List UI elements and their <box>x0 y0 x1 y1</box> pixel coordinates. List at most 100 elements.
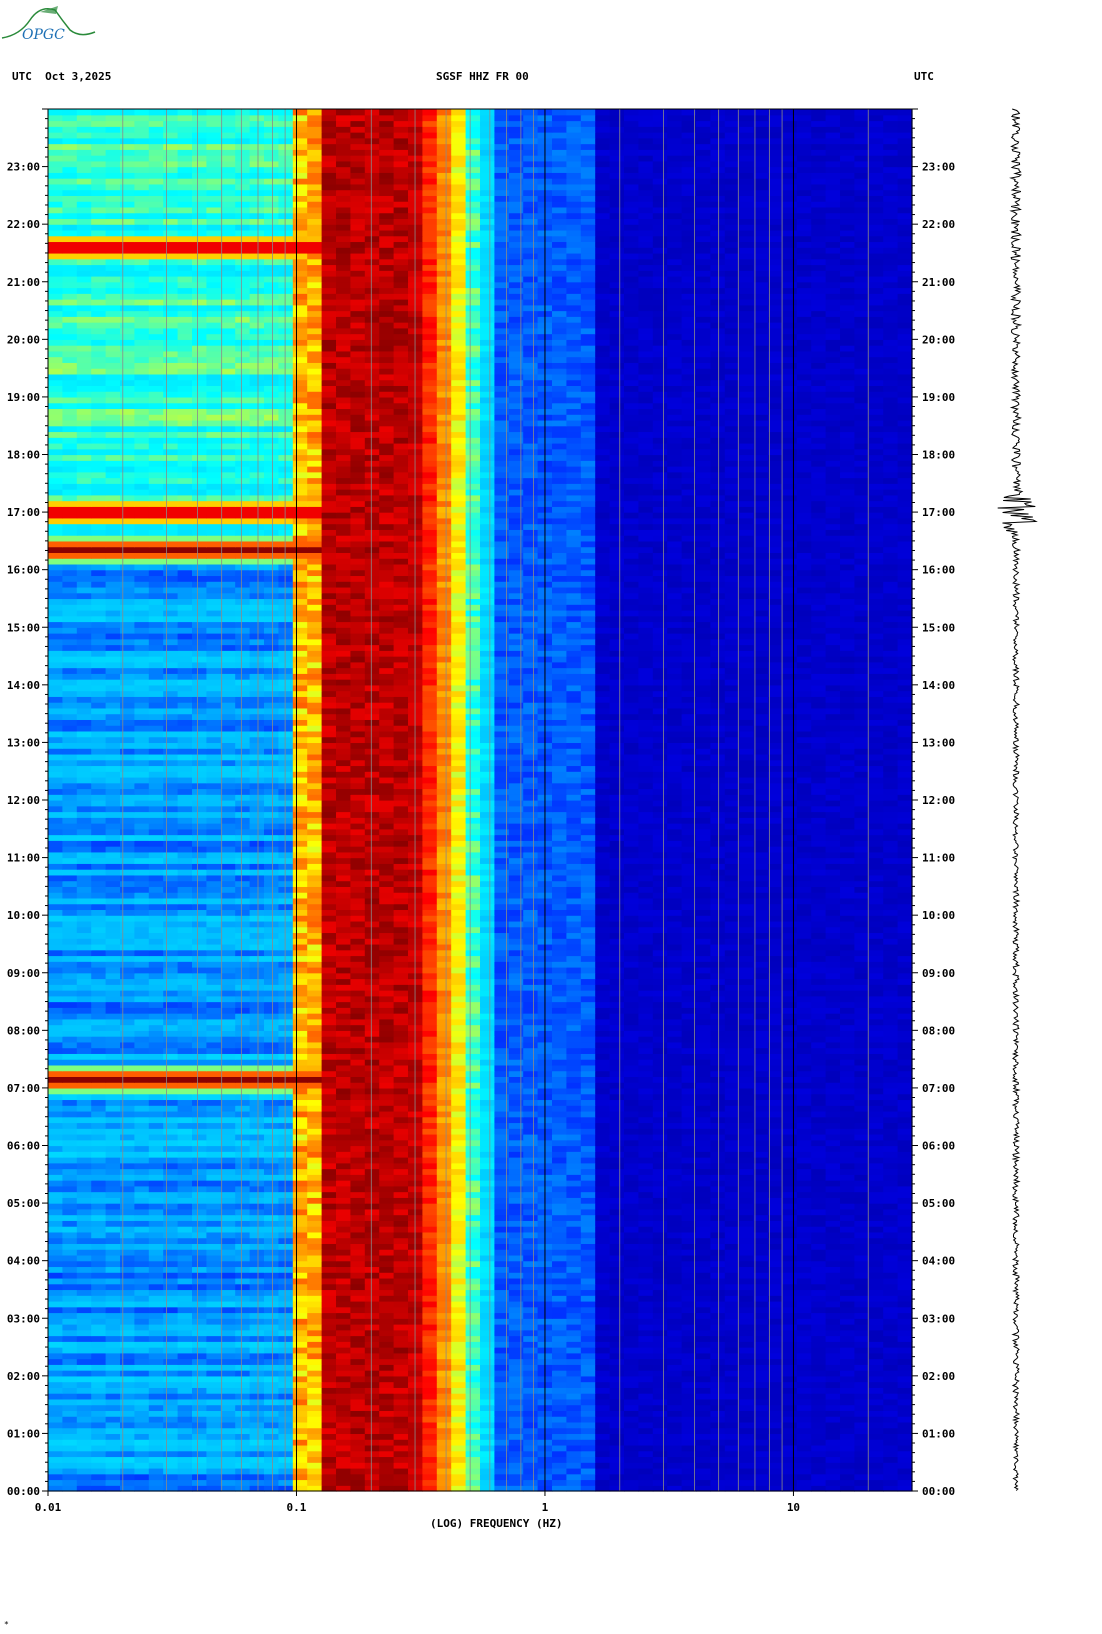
heat-cell <box>667 1237 683 1244</box>
heat-cell <box>422 1485 438 1492</box>
heat-cell <box>811 1070 827 1077</box>
heat-cell <box>148 1318 164 1325</box>
heat-cell <box>681 1231 697 1239</box>
heat-cell <box>393 1070 409 1077</box>
heat-cell <box>105 1358 121 1365</box>
heat-cell <box>753 1018 769 1026</box>
heat-cell <box>105 1064 121 1072</box>
heat-cell <box>811 1393 827 1400</box>
heat-cell <box>652 1030 668 1037</box>
heat-cell <box>163 1237 179 1244</box>
heat-cell <box>724 1053 740 1060</box>
heat-cell <box>465 1093 481 1101</box>
heat-cell <box>552 1191 567 1198</box>
heat-cell <box>350 1197 366 1204</box>
heat-cell <box>321 1266 337 1273</box>
heat-cell <box>264 1347 279 1354</box>
heat-cell <box>580 1151 596 1158</box>
heat-cell <box>120 1375 135 1383</box>
heat-cell <box>753 1427 769 1435</box>
heat-cell <box>580 1277 596 1285</box>
heat-cell <box>76 1254 92 1262</box>
heat-cell <box>235 1139 251 1147</box>
heat-cell <box>235 1335 251 1342</box>
heat-cell <box>192 1266 207 1273</box>
heat-cell <box>523 1387 539 1394</box>
heat-cell <box>249 1277 265 1285</box>
heat-cell <box>278 1364 294 1371</box>
heat-cell <box>336 1289 351 1296</box>
heat-cell <box>249 1013 265 1020</box>
heat-cell <box>379 1439 395 1446</box>
heat-cell <box>134 1364 150 1371</box>
heat-cell <box>624 1450 639 1458</box>
heat-cell <box>307 1133 323 1141</box>
heat-cell <box>364 1427 380 1435</box>
heat-cell <box>249 1231 265 1239</box>
heat-cell <box>278 1041 294 1049</box>
heat-cell <box>192 1243 207 1250</box>
heat-cell <box>638 1030 654 1037</box>
heat-cell <box>796 1485 812 1492</box>
heat-cell <box>681 1306 697 1314</box>
heat-cell <box>177 1370 193 1377</box>
heat-cell <box>177 1087 193 1095</box>
heat-cell <box>379 1237 395 1244</box>
heat-cell <box>336 1139 351 1147</box>
heat-cell <box>148 1139 164 1147</box>
heat-cell <box>321 1145 337 1152</box>
heat-cell <box>811 1433 827 1440</box>
heat-cell <box>321 1226 337 1233</box>
heat-cell <box>768 1381 783 1388</box>
heat-cell <box>192 1214 207 1221</box>
heat-cell <box>451 1318 467 1325</box>
heat-cell <box>48 1030 63 1037</box>
heat-cell <box>840 1444 855 1452</box>
heat-cell <box>710 1203 726 1210</box>
heat-cell <box>76 1243 92 1250</box>
heat-cell <box>451 1462 467 1469</box>
heat-cell <box>739 1324 755 1331</box>
heat-cell <box>235 1398 251 1406</box>
heat-cell <box>580 1082 596 1089</box>
heat-cell <box>436 1151 452 1158</box>
heat-cell <box>883 1300 899 1308</box>
heat-cell <box>753 1087 769 1095</box>
heat-cell <box>451 1157 467 1164</box>
heat-cell <box>825 1393 841 1400</box>
heat-cell <box>811 1162 827 1170</box>
heat-cell <box>609 1191 625 1198</box>
heat-cell <box>638 1214 654 1221</box>
heat-cell <box>148 1168 164 1175</box>
heat-cell <box>624 1335 639 1342</box>
heat-cell <box>580 1168 596 1175</box>
heat-cell <box>76 1030 92 1037</box>
heat-cell <box>667 1133 683 1141</box>
heat-cell <box>897 1208 913 1216</box>
heat-cell <box>148 1145 164 1152</box>
heat-cell <box>854 1162 870 1170</box>
heat-cell <box>624 1404 639 1411</box>
heat-cell <box>379 1053 395 1060</box>
heat-cell <box>249 1324 265 1331</box>
heat-cell <box>48 1347 63 1354</box>
heat-cell <box>422 1358 438 1365</box>
heat-cell <box>163 1185 179 1193</box>
heat-cell <box>120 1116 135 1124</box>
heat-cell <box>364 1070 380 1077</box>
heat-cell <box>91 1473 107 1481</box>
heat-cell <box>638 1197 654 1204</box>
heat-cell <box>710 1064 726 1072</box>
heat-cell <box>580 1220 596 1227</box>
heat-cell <box>120 1047 135 1054</box>
heat-cell <box>624 1093 639 1101</box>
heat-cell <box>753 1485 769 1492</box>
heat-cell <box>840 1013 855 1020</box>
heat-cell <box>782 1036 798 1043</box>
heat-cell <box>62 1283 78 1291</box>
heat-cell <box>840 1318 855 1325</box>
heat-cell <box>393 1024 409 1031</box>
heat-cell <box>811 1214 827 1221</box>
heat-cell <box>508 1226 524 1233</box>
heat-cell <box>292 1047 308 1054</box>
